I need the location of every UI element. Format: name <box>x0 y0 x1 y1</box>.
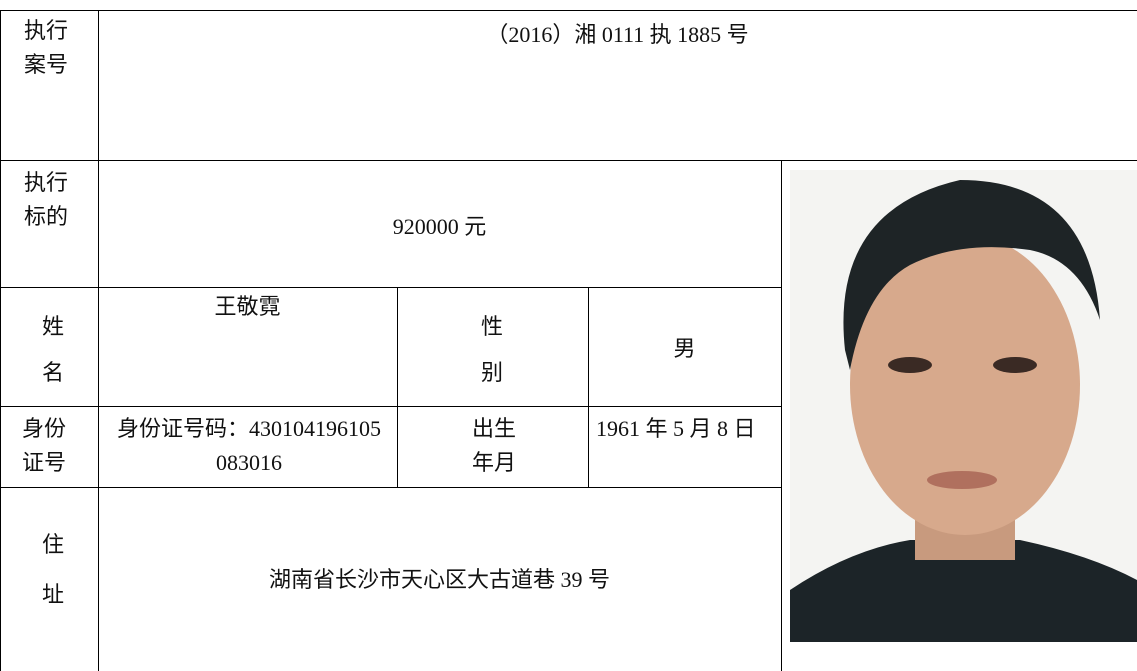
value: （2016）湘 0111 执 1885 号 <box>486 22 749 47</box>
rule <box>0 487 781 488</box>
value: 王敬霓 <box>214 294 281 319</box>
value: 920000 元 <box>392 214 487 239</box>
label: 执行标的 <box>24 170 69 229</box>
rule <box>0 160 1137 161</box>
value: 1961 年 5 月 8 日 <box>596 416 756 441</box>
label: 出生年月 <box>471 416 516 475</box>
rule <box>0 10 1 671</box>
label: 执行案号 <box>24 18 69 77</box>
value: 身份证号码：430104196105083016 <box>116 416 381 475</box>
rule <box>588 287 589 487</box>
label: 姓名 <box>42 314 65 385</box>
rule <box>98 10 99 671</box>
label: 性别 <box>481 314 504 385</box>
rule <box>781 160 782 671</box>
label: 身份证号 <box>22 416 67 475</box>
value: 男 <box>673 336 696 361</box>
rule <box>0 287 781 288</box>
value: 湖南省长沙市天心区大古道巷 39 号 <box>268 567 610 592</box>
photo <box>790 170 1137 642</box>
rule <box>0 406 781 407</box>
rule <box>0 10 1137 11</box>
label: 住址 <box>42 532 65 607</box>
rule <box>397 287 398 487</box>
